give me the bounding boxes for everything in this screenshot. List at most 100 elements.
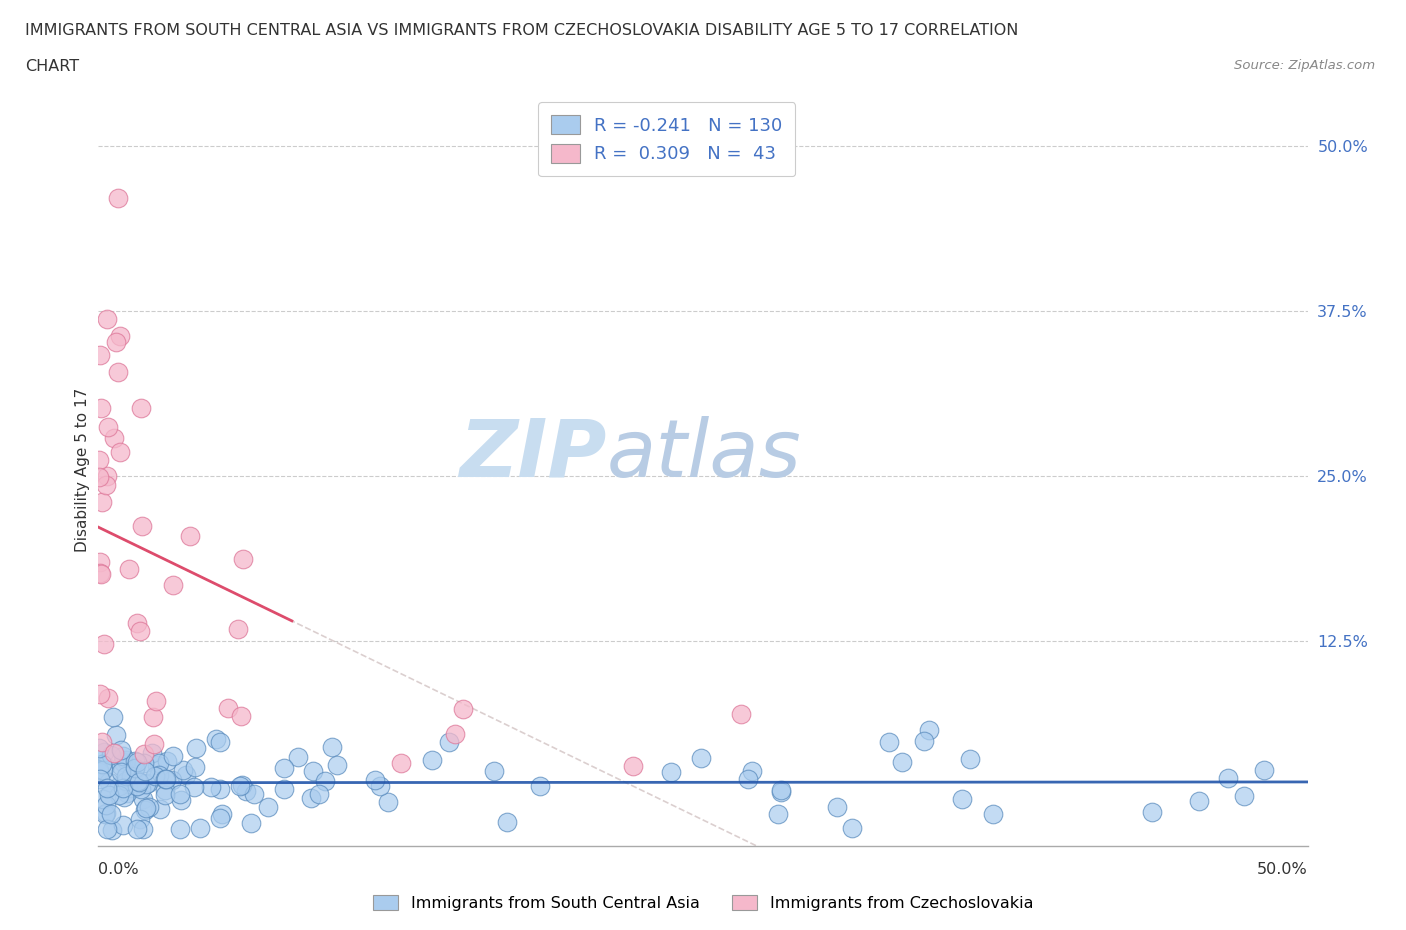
Point — [96, 821, 118, 836]
Point — [110, 445, 132, 459]
Point — [132, 821, 155, 836]
Point — [124, 761, 146, 776]
Point — [183, 779, 205, 794]
Point — [90, 566, 112, 581]
Point — [127, 754, 149, 769]
Point — [128, 623, 150, 638]
Point — [114, 752, 136, 767]
Point — [364, 773, 387, 788]
Point — [101, 823, 124, 838]
Point — [132, 792, 155, 807]
Point — [134, 764, 156, 778]
Point — [111, 817, 134, 832]
Text: 50.0%: 50.0% — [1257, 862, 1308, 877]
Point — [107, 365, 129, 379]
Point — [1188, 793, 1211, 808]
Legend: Immigrants from South Central Asia, Immigrants from Czechoslovakia: Immigrants from South Central Asia, Immi… — [366, 889, 1040, 917]
Point — [115, 785, 138, 800]
Point — [482, 764, 505, 778]
Point — [100, 748, 122, 763]
Point — [841, 821, 863, 836]
Point — [112, 749, 135, 764]
Point — [737, 771, 759, 786]
Point — [129, 811, 152, 826]
Point — [91, 495, 114, 510]
Point — [112, 754, 135, 769]
Point — [235, 784, 257, 799]
Point — [451, 702, 474, 717]
Point — [135, 777, 157, 791]
Point — [170, 793, 193, 808]
Point — [211, 806, 233, 821]
Point — [314, 773, 336, 788]
Point — [231, 777, 253, 792]
Point — [208, 811, 231, 826]
Point — [918, 723, 941, 737]
Point — [89, 348, 111, 363]
Point — [118, 562, 141, 577]
Point — [112, 790, 135, 804]
Point — [104, 727, 127, 742]
Point — [689, 751, 711, 765]
Point — [226, 622, 249, 637]
Point — [89, 555, 111, 570]
Point — [1233, 788, 1256, 803]
Point — [129, 782, 152, 797]
Point — [766, 806, 789, 821]
Point — [912, 734, 935, 749]
Point — [91, 791, 114, 806]
Point — [96, 312, 118, 326]
Point — [200, 780, 222, 795]
Point — [1140, 804, 1163, 819]
Point — [111, 780, 134, 795]
Point — [87, 469, 110, 484]
Point — [256, 799, 278, 814]
Point — [107, 778, 129, 793]
Point — [96, 478, 118, 493]
Point — [769, 785, 792, 800]
Point — [239, 816, 262, 830]
Point — [89, 772, 111, 787]
Point — [153, 772, 176, 787]
Point — [100, 807, 122, 822]
Point — [179, 528, 201, 543]
Point — [208, 735, 231, 750]
Point — [825, 800, 848, 815]
Point — [125, 778, 148, 793]
Point — [97, 690, 120, 705]
Point — [142, 710, 165, 724]
Point — [110, 329, 132, 344]
Legend: R = -0.241   N = 130, R =  0.309   N =  43: R = -0.241 N = 130, R = 0.309 N = 43 — [538, 102, 796, 176]
Text: IMMIGRANTS FROM SOUTH CENTRAL ASIA VS IMMIGRANTS FROM CZECHOSLOVAKIA DISABILITY : IMMIGRANTS FROM SOUTH CENTRAL ASIA VS IM… — [25, 23, 1019, 38]
Point — [149, 801, 172, 816]
Point — [87, 740, 110, 755]
Point — [155, 788, 177, 803]
Point — [377, 794, 399, 809]
Point — [93, 636, 115, 651]
Point — [103, 746, 125, 761]
Point — [118, 777, 141, 791]
Point — [141, 746, 163, 761]
Point — [127, 774, 149, 789]
Point — [950, 791, 973, 806]
Point — [124, 754, 146, 769]
Point — [529, 778, 551, 793]
Text: Source: ZipAtlas.com: Source: ZipAtlas.com — [1234, 59, 1375, 72]
Point — [621, 758, 644, 773]
Point — [217, 701, 239, 716]
Point — [959, 751, 981, 766]
Point — [87, 453, 110, 468]
Point — [134, 803, 156, 817]
Point — [103, 431, 125, 445]
Point — [115, 774, 138, 789]
Point — [243, 787, 266, 802]
Point — [90, 734, 112, 749]
Point — [93, 745, 115, 760]
Point — [741, 764, 763, 778]
Point — [153, 782, 176, 797]
Point — [89, 764, 111, 779]
Text: ZIP: ZIP — [458, 416, 606, 494]
Point — [110, 742, 132, 757]
Point — [96, 780, 118, 795]
Point — [120, 768, 142, 783]
